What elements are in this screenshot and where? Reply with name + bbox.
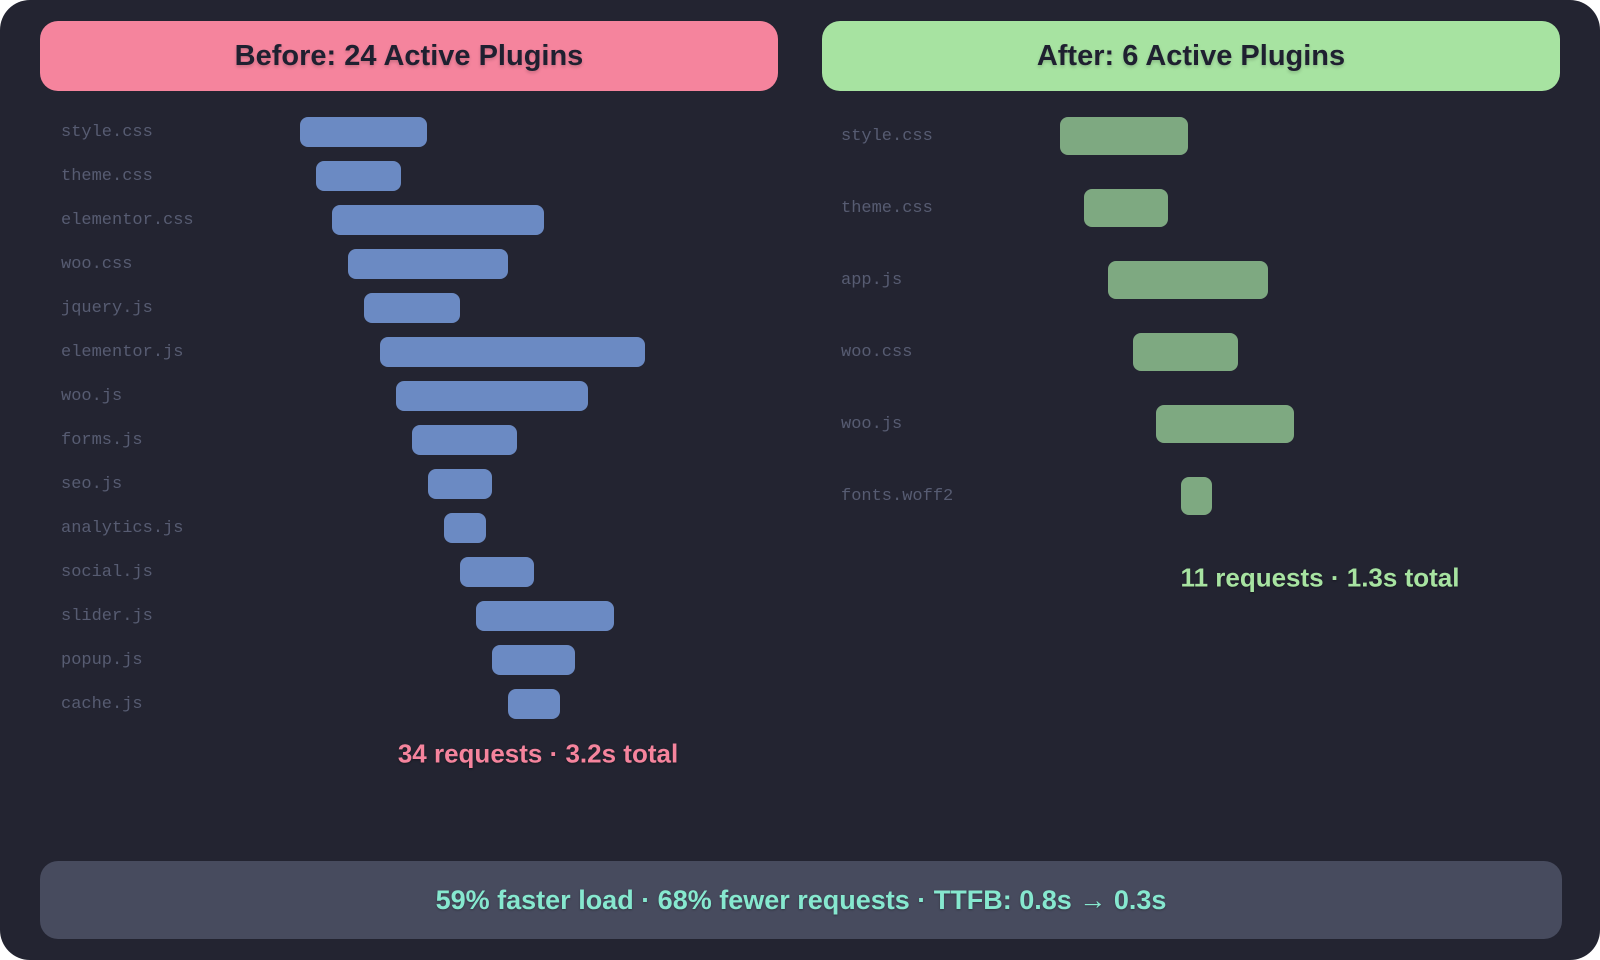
after-title: After: 6 Active Plugins [1036,39,1346,72]
request-bar [508,689,560,719]
file-label: jquery.js [61,298,153,318]
request-bar [476,601,614,631]
file-label: analytics.js [61,518,184,538]
before-summary: 34 requests · 3.2s total [397,738,679,769]
before-title: Before: 24 Active Plugins [234,39,584,72]
request-bar [300,117,427,147]
request-bar [1060,117,1188,155]
request-bar [1156,405,1294,443]
file-label: popup.js [61,650,143,670]
request-bar [1108,261,1268,299]
request-bar [364,293,460,323]
file-label: style.css [841,126,933,146]
file-label: social.js [61,562,153,582]
file-label: woo.js [841,414,903,434]
file-label: fonts.woff2 [841,486,954,506]
file-label: woo.js [61,386,123,406]
file-label: seo.js [61,474,123,494]
file-label: app.js [841,270,903,290]
file-label: woo.css [841,342,913,362]
file-label: woo.css [61,254,133,274]
file-label: slider.js [61,606,153,626]
request-bar [380,337,645,367]
request-bar [316,161,401,191]
file-label: theme.css [841,198,933,218]
request-bar [332,205,544,235]
request-bar [1133,333,1238,371]
request-bar [412,425,517,455]
file-label: style.css [61,122,153,142]
request-bar [1181,477,1212,515]
before-header-pill: Before: 24 Active Plugins [40,21,778,91]
file-label: forms.js [61,430,143,450]
request-bar [428,469,492,499]
footer-text: 59% faster load · 68% fewer requests · T… [435,884,1167,915]
file-label: cache.js [61,694,143,714]
request-bar [396,381,588,411]
request-bar [492,645,575,675]
after-summary: 11 requests · 1.3s total [1180,562,1460,593]
footer-banner: 59% faster load · 68% fewer requests · T… [40,861,1562,939]
after-header-pill: After: 6 Active Plugins [822,21,1560,91]
file-label: theme.css [61,166,153,186]
request-bar [460,557,534,587]
file-label: elementor.js [61,342,184,362]
request-bar [348,249,508,279]
request-bar [1084,189,1168,227]
request-bar [444,513,486,543]
file-label: elementor.css [61,210,194,230]
